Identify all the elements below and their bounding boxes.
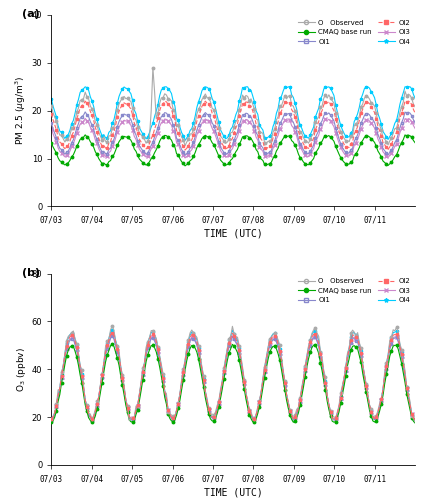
Legend: O   Observed, CMAQ base run, OI1, OI2, OI3, OI4: O Observed, CMAQ base run, OI1, OI2, OI3… [295, 17, 413, 48]
Y-axis label: PM 2.5 ($\mu$g/m$^3$): PM 2.5 ($\mu$g/m$^3$) [13, 76, 27, 146]
Legend: O   Observed, CMAQ base run, OI1, OI2, OI3, OI4: O Observed, CMAQ base run, OI1, OI2, OI3… [295, 276, 413, 306]
Y-axis label: O$_3$ (ppbv): O$_3$ (ppbv) [15, 347, 27, 392]
X-axis label: TIME (UTC): TIME (UTC) [204, 487, 263, 497]
Text: (b): (b) [22, 268, 40, 278]
X-axis label: TIME (UTC): TIME (UTC) [204, 228, 263, 238]
Text: (a): (a) [22, 10, 40, 20]
